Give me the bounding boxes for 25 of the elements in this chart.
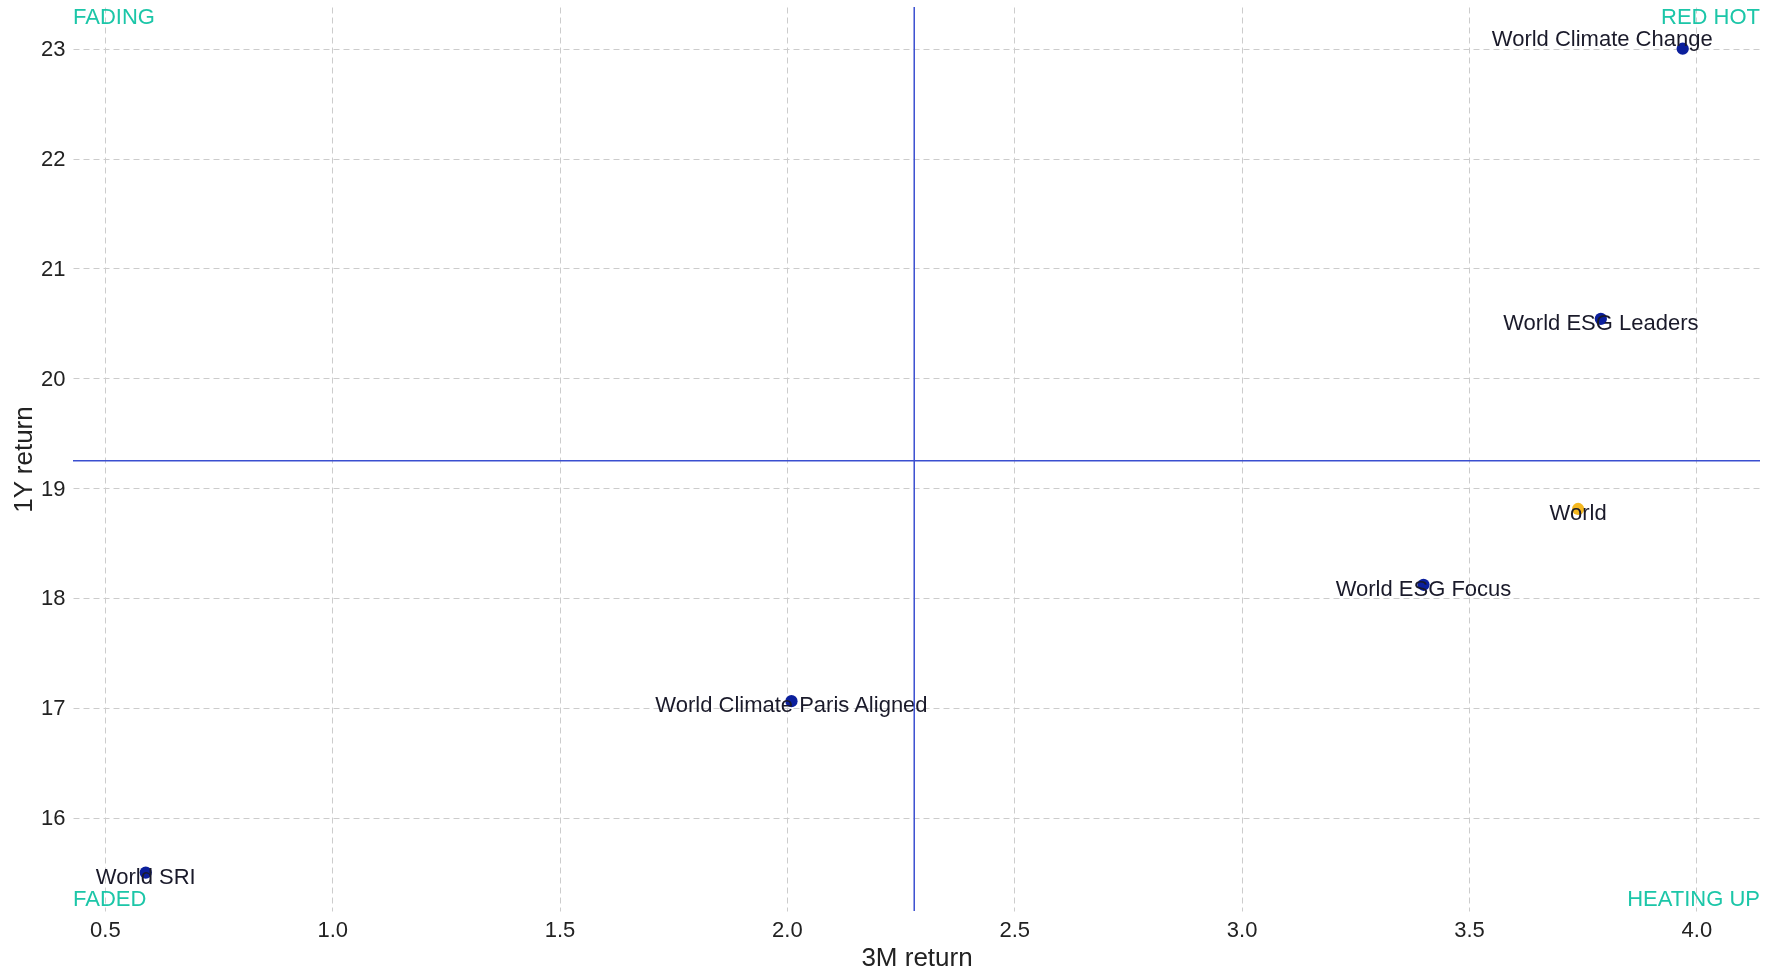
y-tick-label: 20 — [41, 365, 66, 391]
series-label: World — [1549, 499, 1607, 525]
x-tick-label: 3.0 — [1226, 916, 1258, 942]
y-tick-label: 18 — [41, 585, 66, 611]
x-tick-label: 2.0 — [772, 916, 803, 942]
y-tick-label: 17 — [41, 695, 66, 721]
x-tick-label: 3.5 — [1454, 916, 1485, 942]
series-label: World SRI — [95, 863, 196, 889]
y-tick-label: 19 — [41, 475, 66, 501]
x-tick-label: 1.5 — [544, 916, 576, 942]
x-tick-label: 4.0 — [1681, 916, 1713, 942]
x-tick-label: 1.0 — [317, 916, 348, 942]
annotation: HEATING UP — [1627, 886, 1760, 911]
y-axis-title: 1Y return — [8, 406, 39, 513]
x-axis-title: 3M return — [861, 941, 973, 972]
y-tick-label: 16 — [41, 805, 66, 831]
series-label: World ESG Leaders — [1503, 309, 1699, 335]
y-tick-label: 22 — [41, 146, 66, 172]
annotation: FADING — [73, 4, 155, 29]
x-tick-label: 2.5 — [999, 916, 1031, 942]
annotation: FADED — [73, 886, 147, 911]
series-label: World ESG Focus — [1335, 575, 1512, 601]
x-tick-label: 0.5 — [90, 916, 121, 942]
y-tick-label: 23 — [41, 36, 66, 62]
y-tick-label: 21 — [41, 255, 66, 281]
